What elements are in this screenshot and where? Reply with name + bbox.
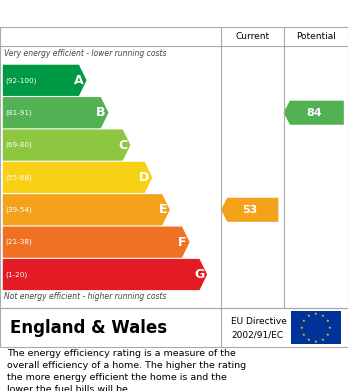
Text: C: C [119,138,128,152]
Polygon shape [221,198,278,222]
Text: F: F [178,236,187,249]
Polygon shape [3,259,207,290]
Polygon shape [3,65,87,96]
Text: The energy efficiency rating is a measure of the
overall efficiency of a home. T: The energy efficiency rating is a measur… [7,350,246,391]
Text: B: B [96,106,106,119]
Text: ★: ★ [302,319,306,323]
Text: (39-54): (39-54) [6,206,32,213]
Text: (1-20): (1-20) [6,271,28,278]
Text: ★: ★ [326,319,330,323]
Text: ★: ★ [328,326,332,330]
Text: ★: ★ [326,333,330,337]
Text: ★: ★ [314,312,318,316]
Text: ★: ★ [307,314,311,317]
Polygon shape [3,97,109,128]
Text: (55-68): (55-68) [6,174,32,181]
Text: ★: ★ [314,339,318,344]
Text: Energy Efficiency Rating: Energy Efficiency Rating [10,6,220,21]
Text: G: G [194,268,204,281]
Text: E: E [159,203,167,216]
Text: Potential: Potential [296,32,336,41]
Text: ★: ★ [300,326,304,330]
Text: (69-80): (69-80) [6,142,32,148]
Text: (21-38): (21-38) [6,239,32,246]
Text: ★: ★ [302,333,306,337]
Polygon shape [3,162,152,193]
Polygon shape [3,194,170,225]
Text: 53: 53 [242,205,257,215]
Text: Not energy efficient - higher running costs: Not energy efficient - higher running co… [4,292,167,301]
Text: (81-91): (81-91) [6,109,32,116]
Text: 2002/91/EC: 2002/91/EC [231,331,284,340]
Text: ★: ★ [321,338,325,342]
Text: ★: ★ [307,338,311,342]
Text: England & Wales: England & Wales [10,319,168,337]
Text: 84: 84 [306,108,322,118]
Polygon shape [284,100,344,125]
Text: Current: Current [235,32,269,41]
Text: EU Directive: EU Directive [231,317,287,326]
Text: (92-100): (92-100) [6,77,37,84]
Text: ★: ★ [321,314,325,317]
Bar [291,311,341,344]
Text: Very energy efficient - lower running costs: Very energy efficient - lower running co… [4,49,167,58]
Polygon shape [3,129,130,161]
Polygon shape [3,226,190,258]
Text: A: A [74,74,84,87]
Text: D: D [139,171,150,184]
